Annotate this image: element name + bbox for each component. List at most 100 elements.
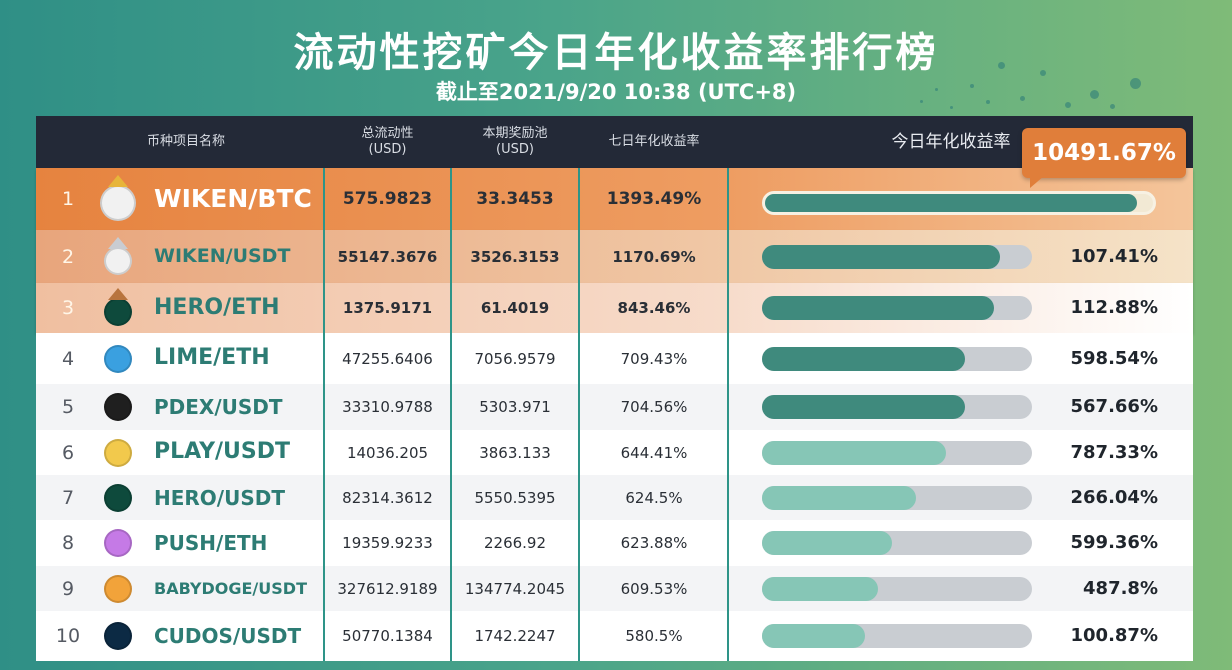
pair-name: HERO/USDT (154, 485, 285, 510)
babydoge-icon (104, 574, 132, 603)
pair-name: BABYDOGE/USDT (154, 578, 307, 598)
header-pool-unit: (USD) (496, 142, 534, 157)
header-liquidity-unit: (USD) (368, 142, 407, 157)
seven-day-value: 609.53% (620, 579, 688, 598)
row-rank: 9 (61, 577, 75, 600)
rate-bar-track (762, 346, 1032, 371)
column-divider (578, 168, 580, 661)
today-rate-value: 266.04% (1070, 486, 1159, 508)
ranking-table: 币种项目名称 总流动性 (USD) 本期奖励池 (USD) 七日年化收益率 今日… (36, 116, 1193, 661)
pair-name: PLAY/USDT (154, 439, 291, 465)
rate-bar-track (762, 244, 1032, 269)
table-row: 5 PDEX/USDT 33310.9788 5303.971 704.56% 567.6… (36, 384, 1193, 430)
rate-bar-fill (762, 485, 916, 510)
rate-bar-track (762, 296, 1032, 320)
table-row: 7 HERO/USDT 82314.3612 5550.5395 624.5% 266.0… (36, 475, 1193, 520)
push-bell-icon (104, 529, 132, 557)
pool-value: 134774.2045 (464, 579, 566, 598)
rate-bar-fill (762, 244, 1000, 269)
lime-icon (104, 344, 132, 373)
rate-bar-fill (762, 395, 965, 419)
pool-value: 61.4019 (480, 299, 550, 317)
pool-value: 1742.2247 (474, 627, 556, 645)
rate-bar-fill (765, 194, 1138, 212)
top-rate-callout: 10491.67% (1022, 128, 1186, 188)
row-rank: 10 (55, 625, 81, 647)
liquidity-value: 19359.9233 (342, 534, 433, 552)
row-rank: 3 (61, 297, 75, 319)
seven-day-value: 580.5% (625, 627, 683, 645)
row-rank: 4 (61, 347, 75, 370)
rate-bar-track (762, 395, 1032, 419)
rate-bar-fill (762, 624, 865, 648)
today-rate-value: 487.8% (1083, 577, 1158, 599)
crown-icon (108, 236, 128, 249)
rate-bar-track (762, 485, 1032, 510)
table-row: 6 PLAY/USDT 14036.205 3863.133 644.41% 787.33… (36, 430, 1193, 475)
seven-day-value: 1170.69% (612, 247, 696, 266)
liquidity-value: 575.9823 (342, 189, 433, 209)
header-pool-label: 本期奖励池 (482, 126, 548, 141)
pool-value: 7056.9579 (474, 349, 556, 368)
liquidity-value: 33310.9788 (342, 398, 433, 416)
rate-bar-track (762, 576, 1032, 601)
row-rank: 1 (61, 188, 75, 210)
crown-icon (108, 175, 128, 187)
row-rank: 5 (61, 396, 75, 418)
header-today: 今日年化收益率 (856, 116, 1046, 168)
today-rate-value: 567.66% (1070, 396, 1159, 417)
seven-day-value: 623.88% (620, 534, 688, 552)
rate-bar-fill (762, 346, 965, 371)
liquidity-value: 14036.205 (346, 443, 429, 462)
table-header: 币种项目名称 总流动性 (USD) 本期奖励池 (USD) 七日年化收益率 今日… (36, 116, 1193, 168)
today-rate-value: 787.33% (1070, 441, 1159, 463)
liquidity-value: 55147.3676 (337, 247, 438, 266)
table-row: 9 BABYDOGE/USDT 327612.9189 134774.2045 609.… (36, 566, 1193, 611)
pool-value: 2266.92 (483, 534, 547, 552)
hero-crown-bronze-icon (104, 288, 132, 326)
header-pool: 本期奖励池 (USD) (451, 116, 579, 168)
cudos-icon (104, 622, 132, 650)
pool-value: 5303.971 (479, 398, 551, 416)
liquidity-value: 327612.9189 (337, 579, 438, 598)
today-rate-value: 599.36% (1070, 532, 1159, 553)
row-rank: 8 (61, 532, 75, 554)
decorative-dots (890, 40, 1190, 130)
rate-bar-fill (762, 576, 879, 601)
pdex-icon (104, 393, 132, 421)
pool-value: 3863.133 (479, 443, 551, 462)
page-title: 流动性挖矿今日年化收益率排行榜 (293, 30, 939, 76)
header-seven-day-label: 七日年化收益率 (608, 134, 700, 149)
liquidity-value: 50770.1384 (342, 627, 433, 645)
pool-value: 3526.3153 (470, 247, 560, 266)
seven-day-value: 843.46% (617, 299, 691, 317)
column-divider (727, 168, 729, 661)
today-rate-value: 107.41% (1070, 245, 1159, 267)
rate-bar-track (762, 531, 1032, 555)
seven-day-value: 709.43% (620, 349, 688, 368)
hero-icon (104, 483, 132, 512)
pair-name: WIKEN/USDT (154, 245, 291, 268)
header-today-label: 今日年化收益率 (891, 132, 1011, 152)
row-rank: 7 (61, 486, 75, 509)
seven-day-value: 1393.49% (606, 189, 702, 209)
liquidity-value: 1375.9171 (342, 299, 433, 317)
seven-day-value: 644.41% (620, 443, 688, 462)
row-rank: 2 (61, 245, 75, 268)
pool-value: 5550.5395 (474, 488, 556, 507)
pair-name: PUSH/ETH (154, 531, 268, 555)
liquidity-value: 47255.6406 (342, 349, 433, 368)
column-divider (450, 168, 452, 661)
pair-name: WIKEN/BTC (154, 184, 312, 213)
today-rate-value: 598.54% (1070, 347, 1159, 369)
table-row: 1 WIKEN/BTC 575.9823 33.3453 1393.49% (36, 168, 1193, 230)
column-divider (323, 168, 325, 661)
rate-bar-fill (762, 440, 946, 465)
today-rate-value: 100.87% (1070, 625, 1159, 646)
rate-bar-track (762, 624, 1032, 648)
table-row: 10 CUDOS/USDT 50770.1384 1742.2247 580.5% 100… (36, 611, 1193, 661)
header-name: 币种项目名称 (96, 116, 276, 168)
header-name-label: 币种项目名称 (146, 134, 225, 149)
wiken-crown-gold-icon (100, 175, 136, 221)
seven-day-value: 704.56% (620, 398, 688, 416)
